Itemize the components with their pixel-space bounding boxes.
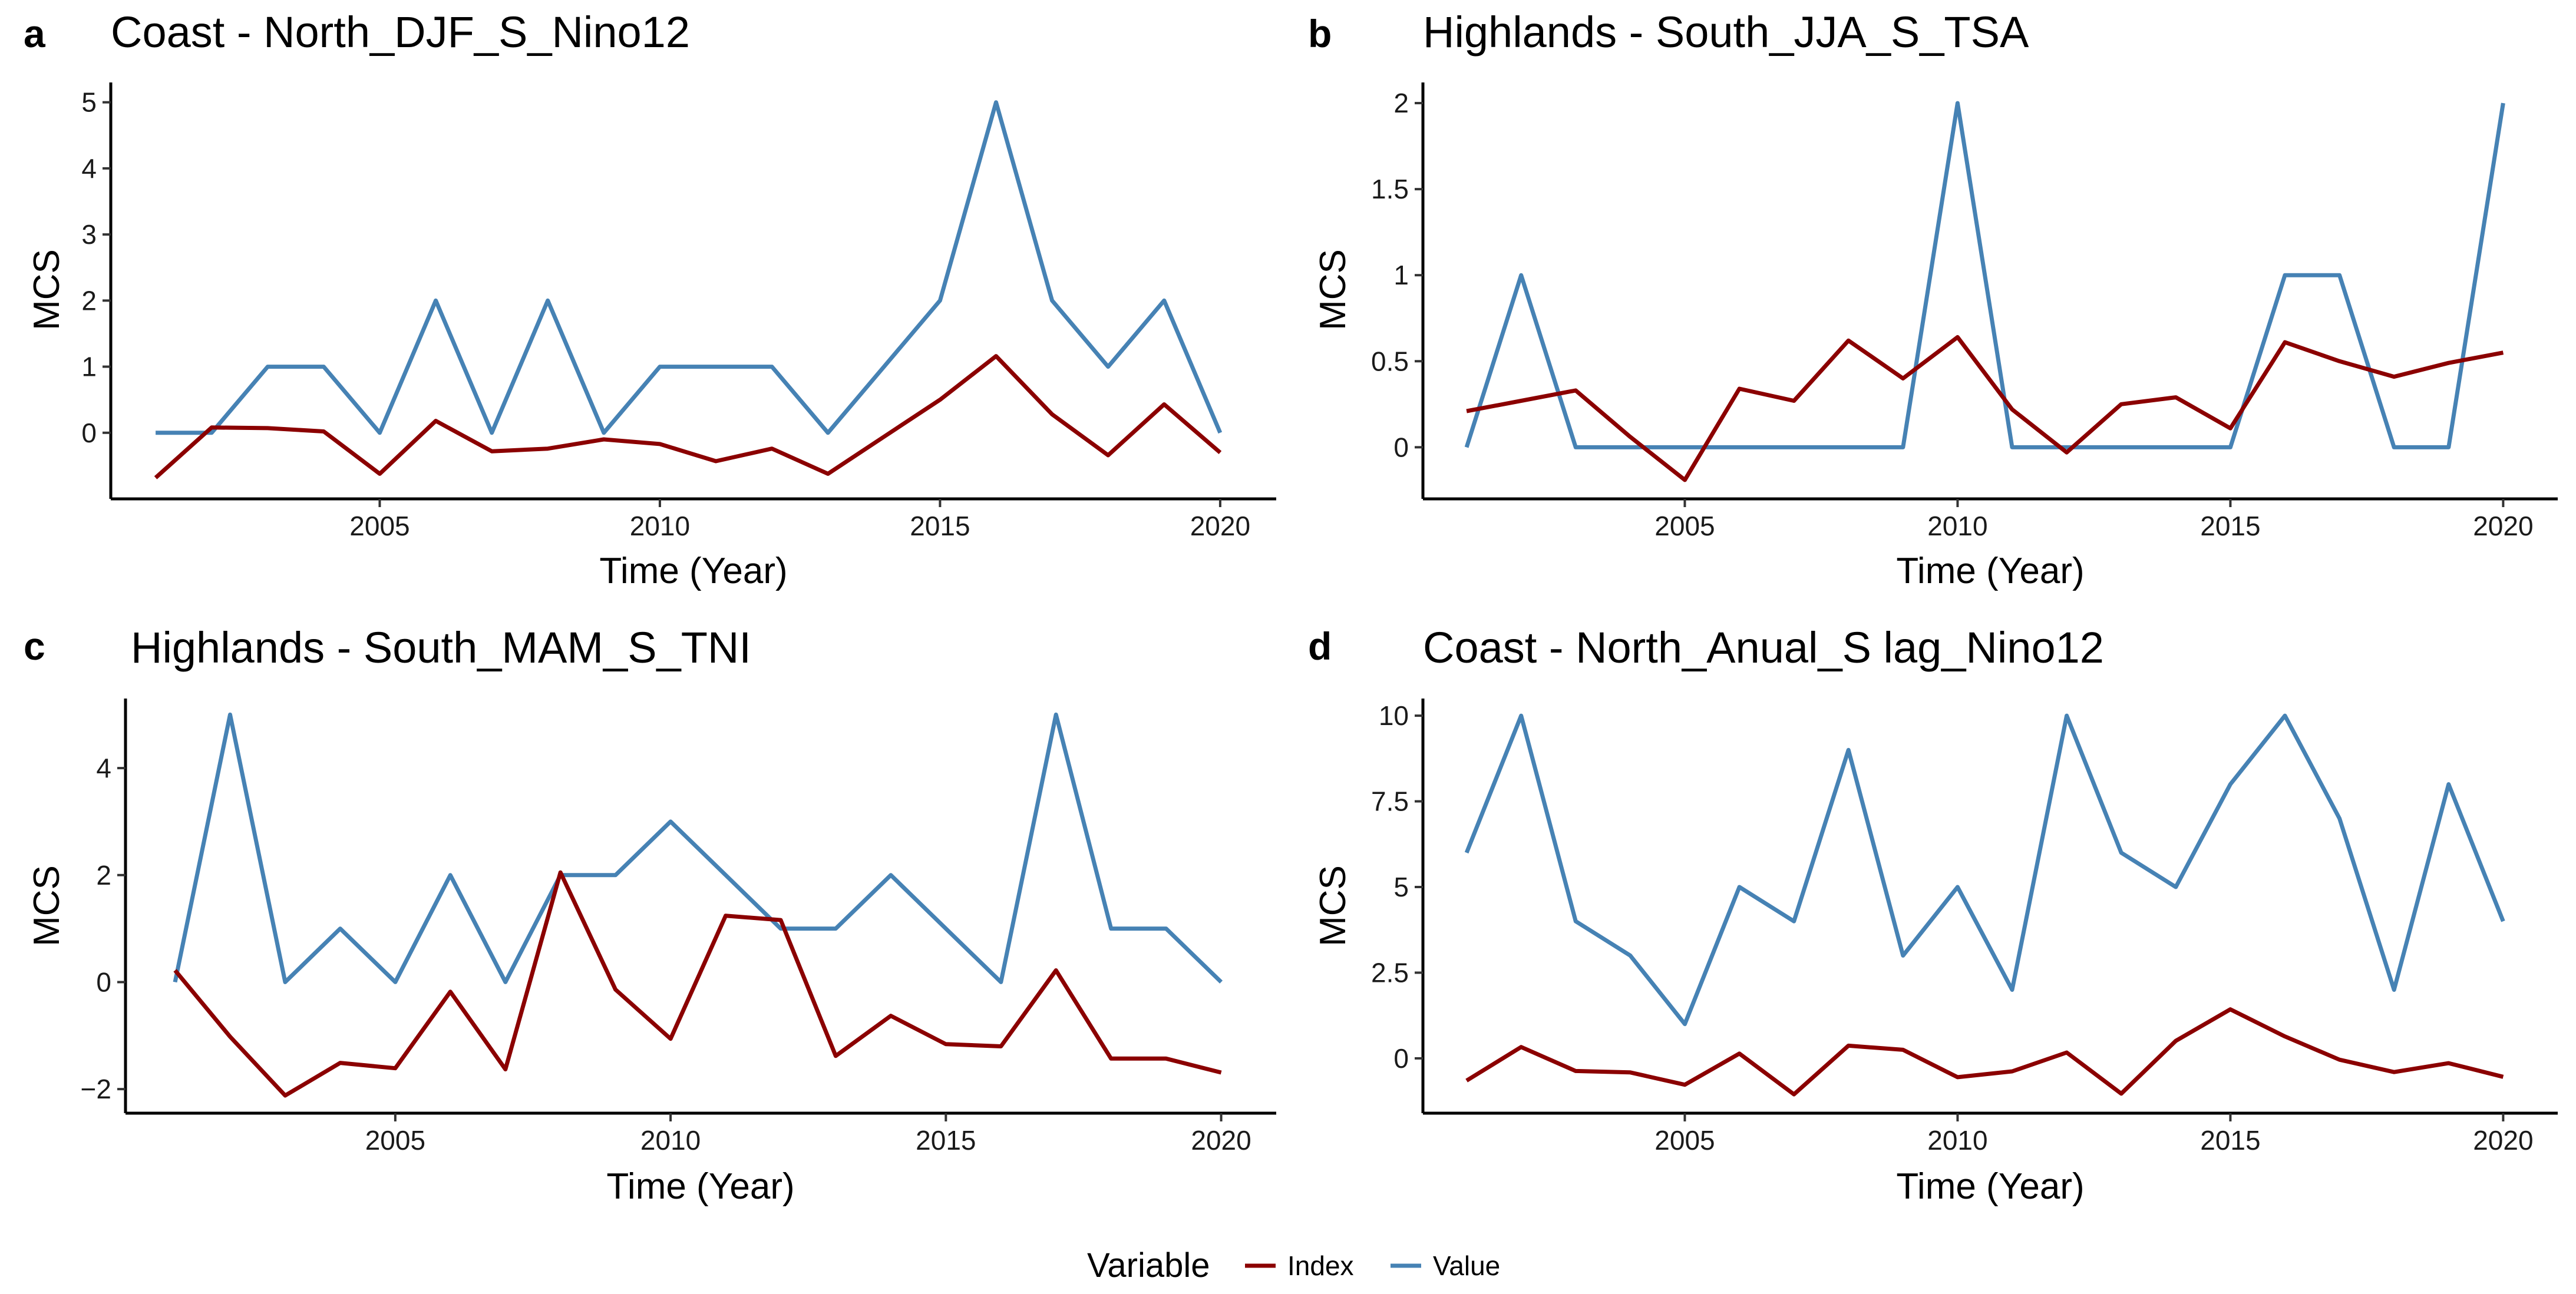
x-tick-label-c: 2020 <box>1191 1125 1251 1156</box>
x-tick-label-b: 2015 <box>2200 511 2260 541</box>
chart-panel-a: a Coast - North_DJF_S_Nino12 0 1 2 3 4 5 2005 201… <box>24 8 1276 591</box>
x-tick-label-c: 2015 <box>916 1125 976 1156</box>
series-line-index-c <box>173 870 1222 1098</box>
x-tick-label-a: 2015 <box>910 511 970 541</box>
x-tick-label-c: 2010 <box>640 1125 701 1156</box>
y-tick-label-b: 0.5 <box>1371 346 1409 376</box>
x-tick-label-d: 2020 <box>2473 1125 2533 1156</box>
legend-label-value: Value <box>1433 1250 1500 1281</box>
y-tick-label-b: 1.5 <box>1371 174 1409 204</box>
y-axis-title-c: MCS <box>27 865 67 946</box>
panel-letter-a: a <box>24 12 46 55</box>
y-tick-label-d: 0 <box>1393 1043 1409 1074</box>
panel-title-d: Coast - North_Anual_S lag_Nino12 <box>1423 623 2104 672</box>
panel-letter-c: c <box>24 624 45 668</box>
legend-title: Variable <box>1087 1246 1210 1285</box>
legend-label-index: Index <box>1287 1250 1354 1281</box>
x-tick-label-d: 2015 <box>2200 1125 2260 1156</box>
series-line-value-c <box>173 712 1223 984</box>
panel-letter-d: d <box>1308 624 1332 668</box>
y-tick-label-c: 4 <box>96 753 111 783</box>
series-line-index-b <box>1466 335 2504 482</box>
y-tick-label-c: 2 <box>96 860 111 891</box>
series-line-value-d <box>1464 713 2505 1027</box>
panel-title-a: Coast - North_DJF_S_Nino12 <box>111 8 690 57</box>
panel-letter-b: b <box>1308 12 1332 55</box>
chart-panel-d: d Coast - North_Anual_S lag_Nino12 0 2.5 5 7.… <box>1308 623 2558 1207</box>
y-tick-label-a: 5 <box>81 87 97 118</box>
y-tick-label-a: 3 <box>81 219 97 250</box>
y-tick-label-d: 7.5 <box>1371 786 1409 817</box>
y-tick-label-c: −2 <box>81 1074 111 1104</box>
y-axis-title-d: MCS <box>1313 865 1353 946</box>
y-axis-title-a: MCS <box>27 249 67 330</box>
x-tick-label-a: 2020 <box>1190 511 1250 541</box>
x-axis-title-d: Time (Year) <box>1896 1166 2084 1207</box>
y-tick-label-b: 1 <box>1393 260 1409 290</box>
chart-panel-b: b Highlands - South_JJA_S_TSA 0 0.5 1 1.5 2 200… <box>1308 8 2558 591</box>
panel-title-b: Highlands - South_JJA_S_TSA <box>1423 8 2029 57</box>
y-tick-label-d: 10 <box>1379 700 1409 731</box>
series-line-index-d <box>1465 1007 2504 1097</box>
x-axis-title-a: Time (Year) <box>599 551 787 591</box>
y-tick-label-c: 0 <box>96 967 111 997</box>
series-line-value-b <box>1464 101 2505 449</box>
y-tick-label-a: 1 <box>81 352 97 382</box>
y-tick-label-b: 2 <box>1393 88 1409 118</box>
series-line-value-a <box>156 100 1223 435</box>
x-tick-label-a: 2005 <box>349 511 409 541</box>
x-tick-label-b: 2020 <box>2473 511 2533 541</box>
x-tick-label-d: 2005 <box>1654 1125 1715 1156</box>
y-tick-label-a: 4 <box>81 153 97 184</box>
chart-panel-c: c Highlands - South_MAM_S_TNI −2 0 2 4 2005 201… <box>24 623 1276 1207</box>
y-axis-title-b: MCS <box>1313 249 1353 330</box>
y-tick-label-a: 0 <box>81 418 97 448</box>
x-axis-title-b: Time (Year) <box>1896 551 2084 591</box>
y-tick-label-d: 2.5 <box>1371 957 1409 988</box>
x-tick-label-b: 2005 <box>1654 511 1715 541</box>
x-tick-label-d: 2010 <box>1927 1125 1987 1156</box>
panel-title-c: Highlands - South_MAM_S_TNI <box>131 623 751 672</box>
x-tick-label-a: 2010 <box>630 511 690 541</box>
x-tick-label-b: 2010 <box>1927 511 1987 541</box>
series-line-index-a <box>154 354 1222 479</box>
x-tick-label-c: 2005 <box>365 1125 425 1156</box>
x-axis-title-c: Time (Year) <box>606 1166 794 1207</box>
y-tick-label-d: 5 <box>1393 872 1409 902</box>
y-tick-label-b: 0 <box>1393 432 1409 462</box>
legend: Variable Index Value <box>1087 1246 1500 1285</box>
y-tick-label-a: 2 <box>81 285 97 316</box>
